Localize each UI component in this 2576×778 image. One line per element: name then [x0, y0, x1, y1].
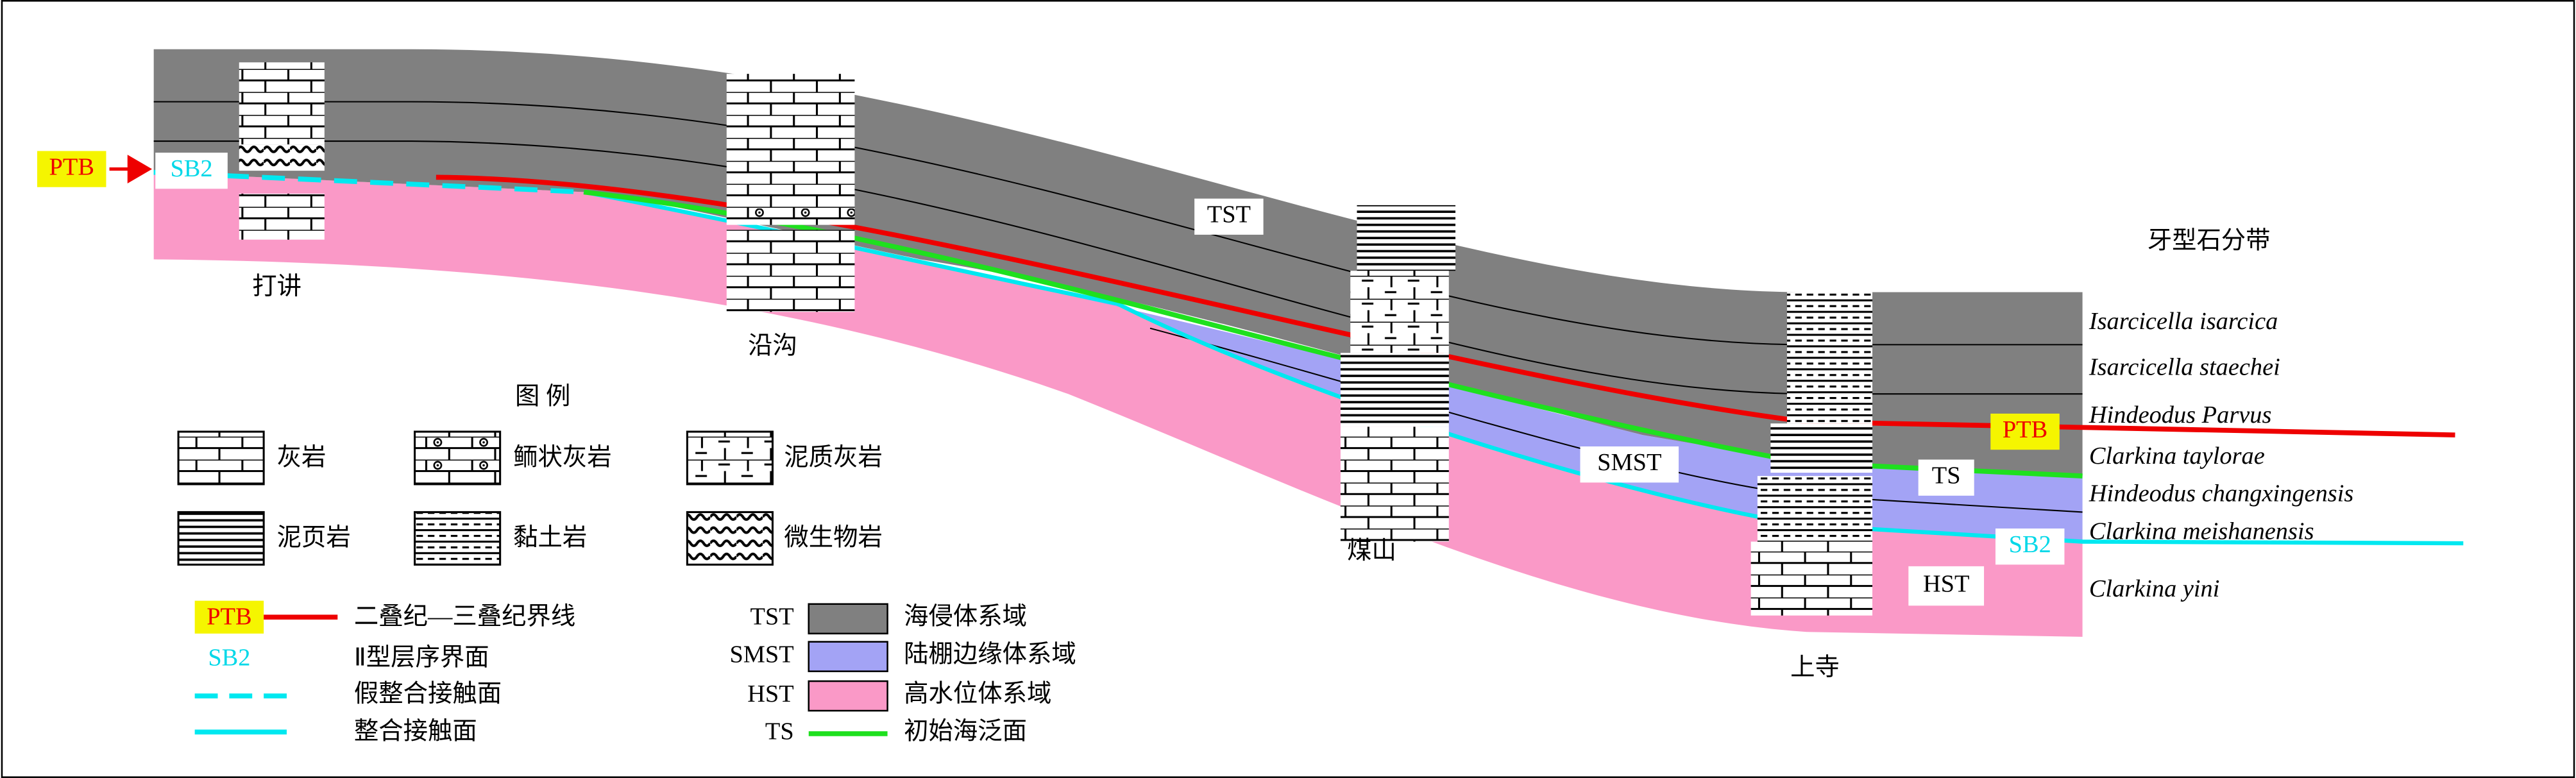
sb2-label: SB2: [2009, 531, 2051, 558]
ptb-label: PTB: [49, 153, 94, 180]
legend-key: PTB: [207, 604, 251, 630]
tract-label: TST: [1207, 201, 1251, 228]
zone-label: Hindeodus Parvus: [2089, 402, 2272, 428]
legend-swatches: [177, 430, 774, 566]
sb2-label: SB2: [170, 155, 212, 182]
sb2-box: [1995, 529, 2065, 565]
tract-box: [1580, 446, 1679, 483]
legend-label: 黏土岩: [513, 525, 587, 552]
ptb-box: [37, 151, 106, 187]
tract-label: TS: [1932, 462, 1961, 489]
legend-key: TS: [765, 718, 794, 745]
tst-body: [153, 49, 2083, 477]
legend-key: SMST: [729, 641, 793, 668]
ptb-label: PTB: [2003, 416, 2047, 443]
ptb-box: [194, 600, 264, 634]
legend-label: 整合接触面: [354, 718, 477, 745]
zone-label: Isarcicella isarcica: [2089, 308, 2278, 335]
legend-label: 鲕状灰岩: [513, 444, 612, 471]
legend-label: 灰岩: [277, 444, 326, 471]
legend-key: HST: [747, 681, 794, 707]
legend-label: 高水位体系域: [904, 680, 1051, 707]
legend-swatch: [808, 603, 888, 635]
sb2-line: [583, 190, 2464, 546]
zone-label: Clarkina yini: [2089, 575, 2220, 602]
tract-box: [1918, 459, 1974, 496]
legend-swatch: [808, 680, 888, 712]
legend-label: 假整合接触面: [354, 681, 502, 707]
ptb-line: [436, 174, 2455, 437]
legend-key: SB2: [208, 645, 250, 672]
legend-label: 泥质灰岩: [784, 444, 882, 471]
legend-label: 陆棚边缘体系域: [904, 641, 1076, 668]
legend-label: 初始海泛面: [904, 718, 1027, 745]
legend-label: 海侵体系域: [904, 604, 1027, 630]
well-name: 上寺: [1790, 654, 1840, 681]
ptb-box: [1990, 413, 2060, 450]
ptb-arrow: [109, 155, 153, 183]
legend-label: 泥页岩: [277, 525, 351, 552]
zone-label: Clarkina meishanensis: [2089, 518, 2314, 545]
tract-label: SMST: [1597, 449, 1661, 476]
zonation-title: 牙型石分带: [2148, 228, 2271, 255]
legend-label: 二叠纪—三叠纪界线: [354, 604, 575, 630]
wells: [239, 62, 1873, 616]
hst-body: [153, 172, 2083, 637]
tract-box: [1194, 198, 1264, 235]
bedding: [153, 101, 2083, 513]
sb2-box: [155, 152, 228, 189]
zone-label: Clarkina taylorae: [2089, 443, 2265, 469]
well-name: 沿沟: [748, 332, 797, 359]
well-name: 煤山: [1347, 537, 1396, 564]
zone-label: Hindeodus changxingensis: [2089, 480, 2353, 507]
legend-key: TST: [750, 604, 793, 630]
tract-box: [1908, 566, 1985, 606]
legend-label: Ⅱ型层序界面: [354, 644, 489, 672]
legend-title: 图 例: [515, 384, 570, 410]
legend-swatch: [808, 641, 888, 672]
zone-label: Isarcicella staechei: [2089, 354, 2280, 381]
tract-label: HST: [1923, 570, 1970, 597]
legend-label: 微生物岩: [784, 525, 882, 552]
well-name: 打讲: [252, 273, 301, 300]
